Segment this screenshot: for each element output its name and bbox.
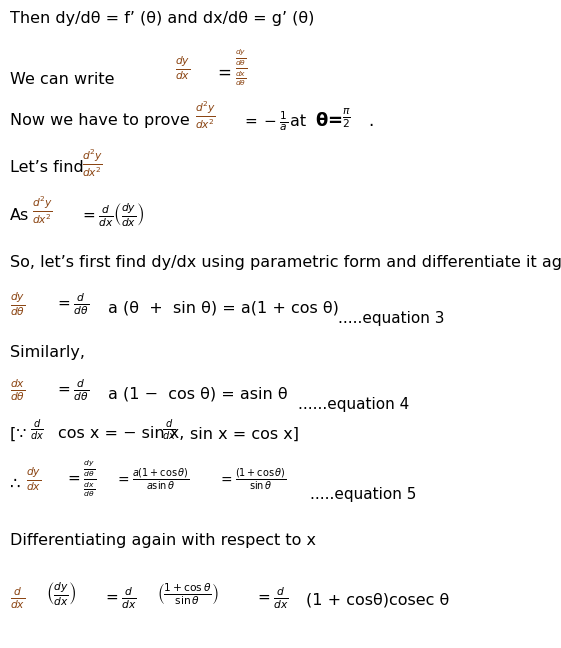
Text: $\frac{dy}{d\theta}$: $\frac{dy}{d\theta}$ <box>10 290 25 318</box>
Text: Then dy/dθ = f’ (θ) and dx/dθ = g’ (θ): Then dy/dθ = f’ (θ) and dx/dθ = g’ (θ) <box>10 10 314 25</box>
Text: $= \frac{d}{d\theta}$: $= \frac{d}{d\theta}$ <box>55 377 89 403</box>
Text: $\frac{d^2y}{dx^2}$: $\frac{d^2y}{dx^2}$ <box>82 147 103 179</box>
Text: a (θ  +  sin θ) = a(1 + cos θ): a (θ + sin θ) = a(1 + cos θ) <box>108 301 339 316</box>
Text: $\frac{\frac{dy}{d\theta}}{\frac{dx}{d\theta}}$: $\frac{\frac{dy}{d\theta}}{\frac{dx}{d\t… <box>235 48 247 88</box>
Text: =: = <box>217 64 231 82</box>
Text: $= \frac{(1+\cos\theta)}{\sin\theta}$: $= \frac{(1+\cos\theta)}{\sin\theta}$ <box>218 466 287 492</box>
Text: $\frac{\pi}{2}$: $\frac{\pi}{2}$ <box>342 106 351 130</box>
Text: $= \frac{d}{dx}$: $= \frac{d}{dx}$ <box>103 585 137 611</box>
Text: $\frac{d^2y}{dx^2}$: $\frac{d^2y}{dx^2}$ <box>195 99 216 131</box>
Text: $\frac{d}{dx}$: $\frac{d}{dx}$ <box>10 585 25 611</box>
Text: sin x = cos x]: sin x = cos x] <box>190 426 299 441</box>
Text: $\frac{d}{dx}$: $\frac{d}{dx}$ <box>162 418 176 442</box>
Text: .....equation 5: .....equation 5 <box>310 487 416 502</box>
Text: cos x = − sin x,: cos x = − sin x, <box>58 426 185 441</box>
Text: $\frac{dx}{d\theta}$: $\frac{dx}{d\theta}$ <box>10 377 25 403</box>
Text: $= \frac{d}{dx}\left(\frac{dy}{dx}\right)$: $= \frac{d}{dx}\left(\frac{dy}{dx}\right… <box>80 201 144 229</box>
Text: Let’s find: Let’s find <box>10 161 84 176</box>
Text: Now we have to prove: Now we have to prove <box>10 113 190 128</box>
Text: .....equation 3: .....equation 3 <box>338 310 444 325</box>
Text: So, let’s first find dy/dx using parametric form and differentiate it again.: So, let’s first find dy/dx using paramet… <box>10 255 561 270</box>
Text: [∵: [∵ <box>10 426 31 441</box>
Text: $= \frac{d}{d\theta}$: $= \frac{d}{d\theta}$ <box>55 291 89 317</box>
Text: $= \frac{d}{dx}$: $= \frac{d}{dx}$ <box>255 585 289 611</box>
Text: θ: θ <box>315 112 327 130</box>
Text: at: at <box>290 113 306 128</box>
Text: We can write: We can write <box>10 73 114 87</box>
Text: ......equation 4: ......equation 4 <box>298 397 410 411</box>
Text: Similarly,: Similarly, <box>10 345 85 360</box>
Text: As: As <box>10 207 29 222</box>
Text: $\left(\frac{1+\cos\theta}{\sin\theta}\right)$: $\left(\frac{1+\cos\theta}{\sin\theta}\r… <box>157 581 219 607</box>
Text: $= \frac{a(1+\cos\theta)}{a\sin\theta}$: $= \frac{a(1+\cos\theta)}{a\sin\theta}$ <box>115 466 190 492</box>
Text: $\frac{d}{dx}$: $\frac{d}{dx}$ <box>30 418 44 442</box>
Text: $\frac{d^2y}{dx^2}$: $\frac{d^2y}{dx^2}$ <box>32 194 53 226</box>
Text: .: . <box>368 112 373 130</box>
Text: ∴: ∴ <box>10 475 21 493</box>
Text: =: = <box>327 112 342 130</box>
Text: $= -\frac{1}{a}$: $= -\frac{1}{a}$ <box>242 110 288 133</box>
Text: (1 + cosθ)cosec θ: (1 + cosθ)cosec θ <box>306 592 449 608</box>
Text: $= \frac{\frac{dy}{d\theta}}{\frac{dx}{d\theta}}$: $= \frac{\frac{dy}{d\theta}}{\frac{dx}{d… <box>65 459 96 499</box>
Text: a (1 −  cos θ) = asin θ: a (1 − cos θ) = asin θ <box>108 386 288 402</box>
Text: Differentiating again with respect to x: Differentiating again with respect to x <box>10 533 316 548</box>
Text: $\frac{dy}{dx}$: $\frac{dy}{dx}$ <box>26 465 41 493</box>
Text: $\left(\frac{dy}{dx}\right)$: $\left(\frac{dy}{dx}\right)$ <box>46 580 76 608</box>
Text: $\frac{dy}{dx}$: $\frac{dy}{dx}$ <box>175 54 190 82</box>
